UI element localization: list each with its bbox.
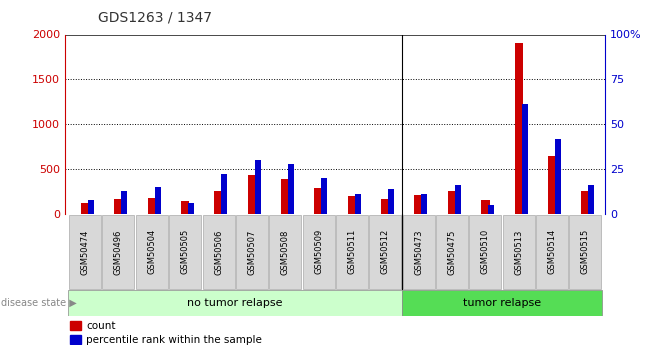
Bar <box>555 139 561 214</box>
Text: GSM50513: GSM50513 <box>514 229 523 275</box>
Text: GSM50511: GSM50511 <box>348 229 357 275</box>
Text: GSM50475: GSM50475 <box>447 229 456 275</box>
FancyBboxPatch shape <box>102 215 135 289</box>
Bar <box>448 191 456 214</box>
FancyBboxPatch shape <box>270 215 301 289</box>
Text: GSM50474: GSM50474 <box>81 229 90 275</box>
Bar <box>581 191 590 214</box>
Bar <box>488 205 494 214</box>
Bar <box>481 200 490 214</box>
Bar <box>255 160 260 214</box>
Text: GSM50506: GSM50506 <box>214 229 223 275</box>
Text: GSM50508: GSM50508 <box>281 229 290 275</box>
Bar <box>214 191 223 214</box>
Text: GSM50510: GSM50510 <box>481 229 490 275</box>
FancyBboxPatch shape <box>303 215 335 289</box>
Bar <box>248 175 256 214</box>
FancyBboxPatch shape <box>570 215 602 289</box>
Bar <box>281 179 290 214</box>
Text: GSM50507: GSM50507 <box>247 229 256 275</box>
Text: no tumor relapse: no tumor relapse <box>187 298 283 308</box>
FancyBboxPatch shape <box>236 215 268 289</box>
Bar <box>148 198 156 214</box>
Bar <box>355 194 361 214</box>
FancyBboxPatch shape <box>503 215 534 289</box>
FancyBboxPatch shape <box>469 215 501 289</box>
Text: GSM50512: GSM50512 <box>381 229 390 275</box>
Bar <box>415 195 422 214</box>
FancyBboxPatch shape <box>68 290 402 316</box>
FancyBboxPatch shape <box>436 215 468 289</box>
FancyBboxPatch shape <box>69 215 101 289</box>
Bar <box>455 185 461 214</box>
Bar <box>188 203 194 214</box>
Bar <box>288 164 294 214</box>
Bar <box>381 199 389 214</box>
FancyBboxPatch shape <box>536 215 568 289</box>
FancyBboxPatch shape <box>336 215 368 289</box>
Bar <box>421 194 428 214</box>
Bar <box>348 196 356 214</box>
Bar <box>88 199 94 214</box>
Bar <box>521 105 527 214</box>
Bar <box>221 175 227 214</box>
Bar <box>155 187 161 214</box>
FancyBboxPatch shape <box>369 215 401 289</box>
FancyBboxPatch shape <box>202 215 234 289</box>
Bar <box>514 43 523 214</box>
Bar <box>388 189 394 214</box>
FancyBboxPatch shape <box>402 215 435 289</box>
Text: GSM50514: GSM50514 <box>547 229 557 275</box>
Text: GSM50515: GSM50515 <box>581 229 590 275</box>
Text: GSM50496: GSM50496 <box>114 229 123 275</box>
Bar <box>314 188 323 214</box>
Bar <box>121 190 128 214</box>
Text: GSM50505: GSM50505 <box>181 229 189 275</box>
Text: disease state ▶: disease state ▶ <box>1 298 76 308</box>
Text: GSM50509: GSM50509 <box>314 229 323 275</box>
Text: GSM50504: GSM50504 <box>147 229 156 275</box>
Text: GSM50473: GSM50473 <box>414 229 423 275</box>
FancyBboxPatch shape <box>136 215 168 289</box>
Text: GDS1263 / 1347: GDS1263 / 1347 <box>98 10 212 24</box>
Bar <box>115 199 122 214</box>
Text: tumor relapse: tumor relapse <box>463 298 541 308</box>
Bar <box>81 203 89 214</box>
Bar <box>322 178 327 214</box>
Bar <box>589 185 594 214</box>
FancyBboxPatch shape <box>402 290 602 316</box>
Bar <box>181 201 189 214</box>
Legend: count, percentile rank within the sample: count, percentile rank within the sample <box>70 321 262 345</box>
Bar <box>548 157 556 214</box>
FancyBboxPatch shape <box>169 215 201 289</box>
